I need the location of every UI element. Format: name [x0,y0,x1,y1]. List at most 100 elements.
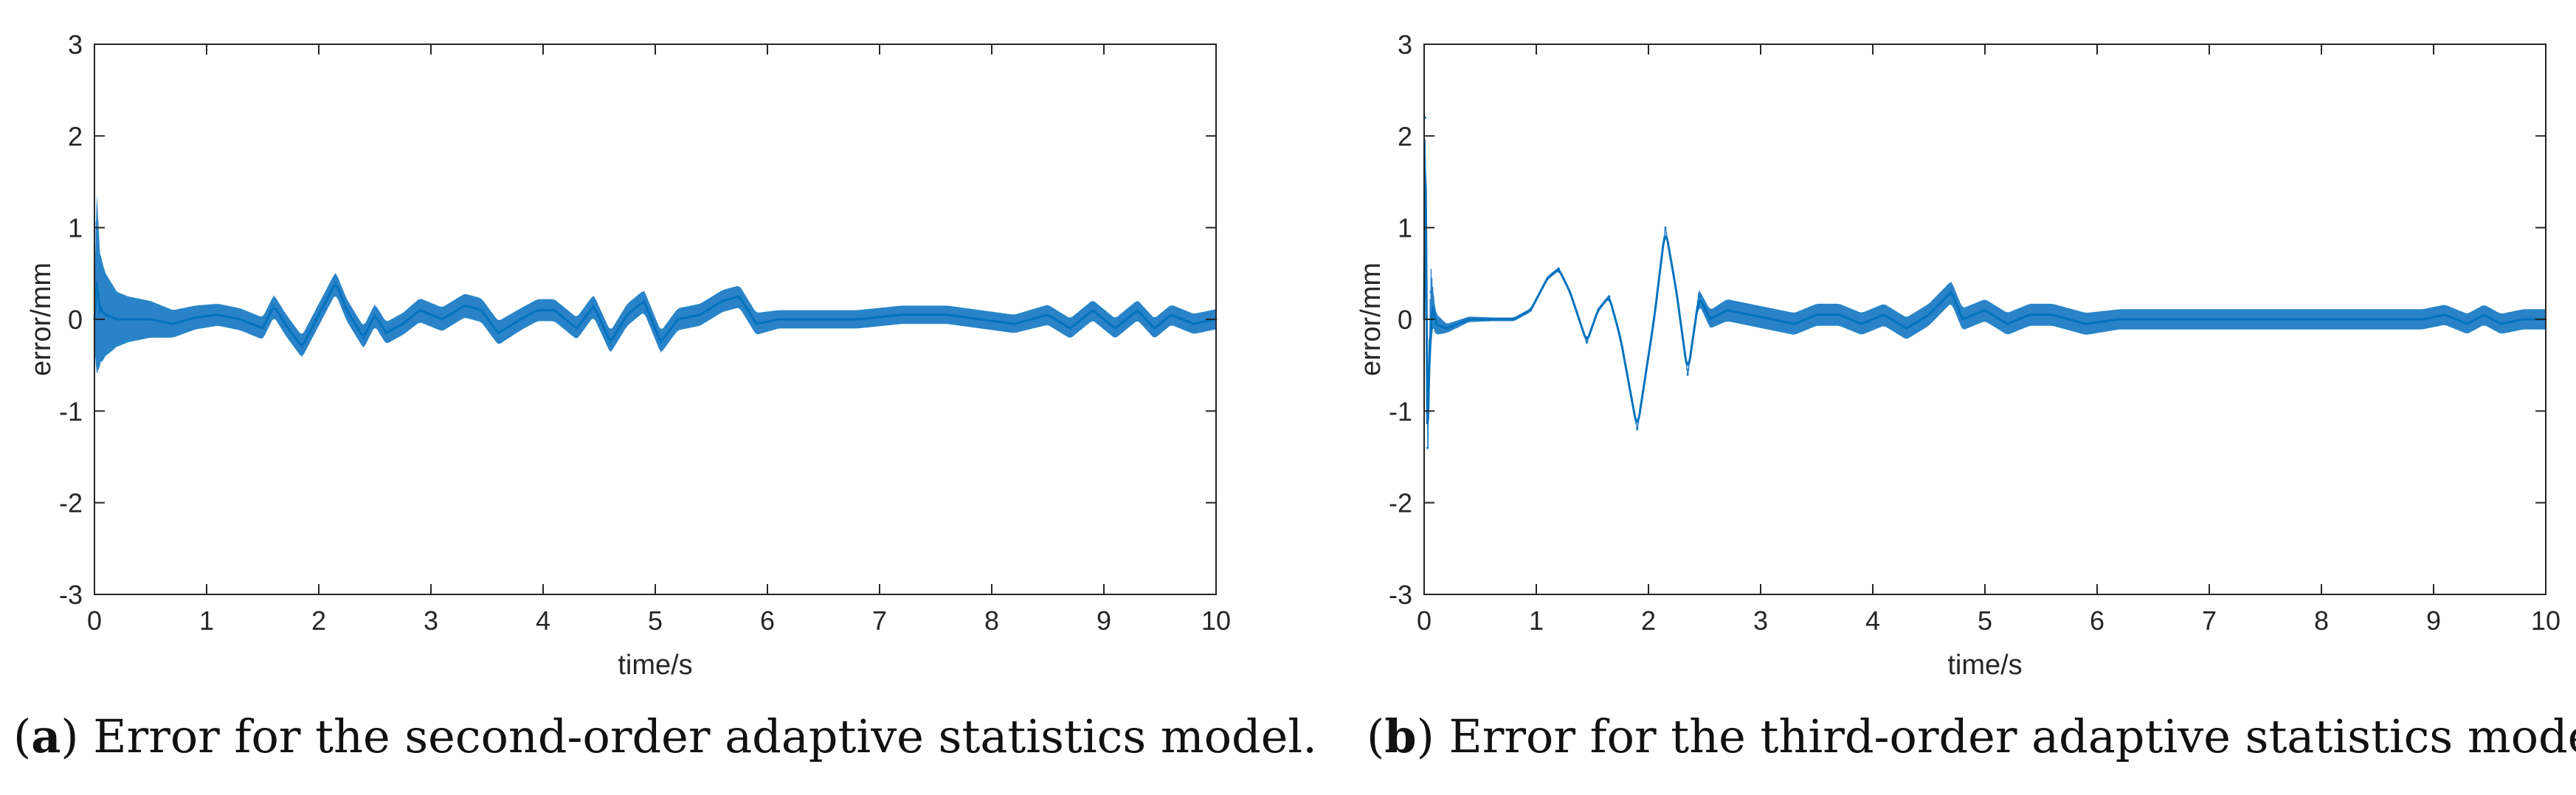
panel-b-xticks: 0 1 2 3 4 5 6 7 8 9 10 [1417,44,2561,636]
panel-a-data-point [676,318,679,321]
panel-b-xtick-label: 9 [2426,605,2441,636]
panel-a-data-point [95,281,98,284]
panel-b-xtick-label: 5 [1978,605,1992,636]
panel-b-data-point [2342,318,2345,321]
panel-a-data-point [334,281,337,284]
panel-b-data-point [1557,268,1560,271]
panel-a-data-point [300,345,303,348]
panel-a-yticks: 3 2 1 0 -1 -2 -3 [59,29,1216,610]
panel-b-data-point [2006,322,2009,325]
panel-a-data-point [272,304,275,307]
panel-a-data-point [1091,309,1094,312]
panel-b-data-point [1445,327,1448,330]
panel-b-caption-open: ( [1367,709,1384,763]
panel-b-ytick-label: -3 [1389,580,1412,610]
panel-a-ytick-label: -2 [59,488,83,518]
panel-a-data-point [480,309,483,312]
panel-b-ytick-label: -1 [1389,396,1412,426]
panel-a-data-point [755,322,758,325]
panel-b-data-point [2298,318,2301,321]
panel-a-data-point [497,332,500,335]
panel-a-error-envelope [94,194,1216,374]
panel-b-data-point [1961,318,1964,321]
panel-a-data-point [362,336,365,339]
panel-a-data-point [643,299,646,302]
panel-a-data-point [900,313,903,316]
panel-b-error-center [1423,175,2546,425]
panel-b-data-point [2499,322,2502,325]
panel-a-xtick-label: 10 [1201,605,1231,636]
panel-a-data-point [171,322,174,325]
panel-a-xlabel: time/s [618,650,692,681]
panel-b-data-point [1434,322,1437,325]
panel-b-data-point [1608,295,1611,298]
panel-b-data-point [1815,313,1818,316]
panel-b-data-point [1983,309,1986,312]
panel-a-data-point [553,309,556,312]
panel-b-data-point [2208,318,2211,321]
panel-b-data-point [2421,318,2424,321]
panel-b-caption-letter: b [1384,709,1416,763]
panel-a-data-point [463,304,466,307]
panel-b-data-point [2085,322,2088,325]
panel-a-data-point [1068,327,1071,330]
panel-a-data-point [811,318,814,321]
panel-a-xtick-label: 6 [760,605,775,636]
panel-b-data-point [1697,295,1700,298]
panel-a-data-point [777,318,780,321]
panel-a-data-point [149,318,152,321]
panel-b-data-point [1490,318,1493,321]
panel-b-data-point [1653,318,1656,321]
panel-a-data-point [239,318,242,321]
panel-b-caption-close: ) [1417,709,1449,763]
panel-b-data-point [1585,341,1588,344]
panel-a-data-point [1136,309,1139,312]
panel-a-caption-close: ) [61,709,93,763]
panel-b-data-point [1426,446,1429,449]
panel-b-ylabel: error/mm [1356,263,1387,376]
panel-b-xlabel: time/s [1947,650,2022,681]
panel-b-data-point [1429,291,1432,294]
panel-a-xtick-label: 5 [648,605,663,636]
panel-a-data-point [1192,322,1195,325]
panel-b-data-point [2118,318,2121,321]
panel-a-ylabel: error/mm [26,263,57,376]
panel-a-data-point [373,313,376,316]
panel-a-data-point [115,318,118,321]
panel-a-caption: (a) Error for the second-order adaptive … [13,709,1317,763]
panel-a-data-point [660,341,663,344]
panel-b-data-point [2028,313,2031,316]
panel-b-data-point [1905,327,1908,330]
panel-a-ytick-label: -3 [59,580,83,610]
panel-a-data-point [738,295,741,298]
panel-a-data-point [194,316,197,319]
panel-a-xtick-label: 8 [984,605,999,636]
panel-b-data-point [1837,313,1840,316]
panel-b-ytick-label: 3 [1398,29,1412,60]
panel-a-data-point [401,322,404,325]
panel-b-data-point [1860,322,1863,325]
panel-a-data-point [1046,313,1049,316]
panel-a-data-point [856,318,859,321]
panel-b-xtick-label: 7 [2202,605,2217,636]
panel-b-data-point [2466,322,2469,325]
panel-b-data-point [1619,336,1622,339]
panel-a-ytick-label: -1 [59,396,83,426]
panel-a-caption-open: ( [13,709,31,763]
panel-b-data-point [1927,313,1930,316]
panel-a-data-point [1113,327,1116,330]
panel-a-data-point [216,313,219,316]
panel-b-data-point [1664,226,1667,229]
panel-a-ytick-label: 2 [68,121,83,151]
panel-a-data-point [384,332,387,335]
panel-a-xticks: 0 1 2 3 4 5 6 7 8 9 10 [87,44,1231,636]
panel-b-data-point [1709,318,1712,321]
panel-b-xtick-label: 1 [1529,605,1544,636]
panel-a-data-point [626,313,629,316]
panel-a-data-point [104,313,107,316]
panel-a-data-point [127,318,130,321]
panel-a-data-point [519,318,522,321]
panel-a-data-point [576,327,579,330]
